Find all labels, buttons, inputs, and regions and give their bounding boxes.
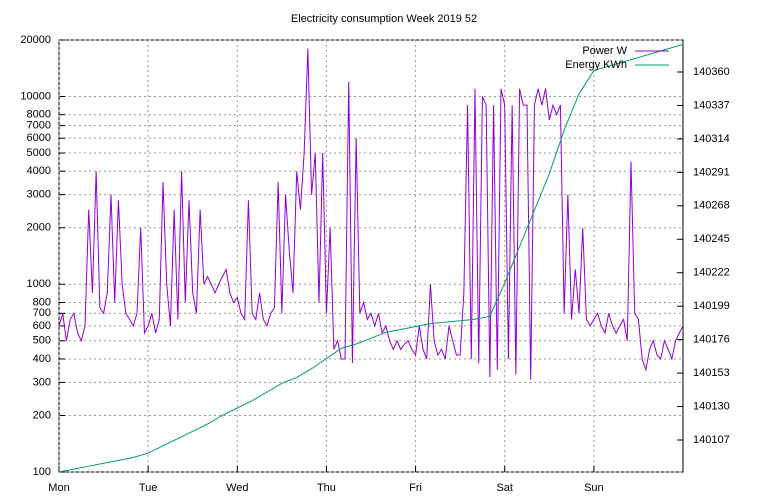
y-tick-label: 2000 [27, 222, 51, 234]
y2-tick-label: 140130 [693, 400, 730, 412]
y-tick-label: 1000 [27, 278, 51, 290]
y-tick-label: 300 [33, 376, 51, 388]
y2-tick-label: 140245 [693, 233, 730, 245]
x-tick-label: Sat [496, 482, 513, 494]
y-tick-label: 600 [33, 320, 51, 332]
legend-label: Power W [582, 45, 627, 57]
x-tick-label: Wed [226, 482, 248, 494]
y2-tick-label: 140268 [693, 200, 730, 212]
y2-tick-label: 140360 [693, 66, 730, 78]
y-tick-label: 800 [33, 296, 51, 308]
y-tick-label: 700 [33, 307, 51, 319]
y2-tick-label: 140199 [693, 300, 730, 312]
chart-title: Electricity consumption Week 2019 52 [291, 13, 477, 25]
series-line [58, 48, 684, 380]
y2-tick-label: 140337 [693, 99, 730, 111]
y-tick-label: 6000 [27, 132, 51, 144]
x-tick-label: Sun [584, 482, 604, 494]
y-tick-label: 5000 [27, 147, 51, 159]
x-tick-label: Fri [409, 482, 422, 494]
x-tick-label: Tue [139, 482, 158, 494]
y-tick-label: 7000 [27, 120, 51, 132]
y2-tick-label: 140153 [693, 367, 730, 379]
y-tick-label: 400 [33, 353, 51, 365]
x-tick-label: Mon [48, 482, 69, 494]
y-tick-label: 4000 [27, 165, 51, 177]
y2-tick-label: 140176 [693, 334, 730, 346]
y2-tick-label: 140291 [693, 166, 730, 178]
y-tick-label: 100 [33, 466, 51, 478]
series-line [58, 43, 684, 473]
plot-frame [58, 39, 684, 473]
legend-label: Energy KWh [565, 59, 627, 71]
y2-tick-label: 140222 [693, 267, 730, 279]
y-tick-label: 20000 [20, 34, 51, 46]
y2-tick-label: 140314 [693, 133, 730, 145]
y2-tick-label: 140107 [693, 434, 730, 446]
x-tick-label: Thu [317, 482, 336, 494]
y-tick-label: 200 [33, 409, 51, 421]
y-tick-label: 8000 [27, 109, 51, 121]
y-tick-label: 500 [33, 335, 51, 347]
y-tick-label: 10000 [20, 90, 51, 102]
y-tick-label: 3000 [27, 189, 51, 201]
